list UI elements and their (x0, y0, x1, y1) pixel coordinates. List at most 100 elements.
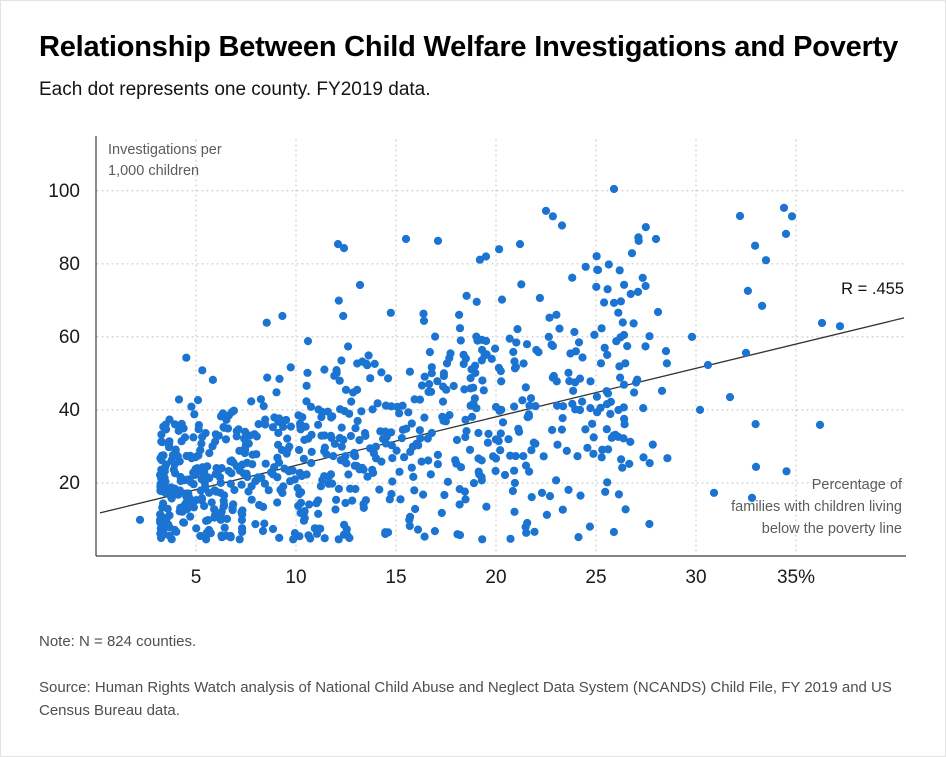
scatter-point (156, 454, 165, 463)
scatter-point (162, 513, 172, 522)
scatter-point (177, 419, 186, 428)
x-tick-label: 10 (285, 567, 306, 588)
scatter-point (609, 527, 619, 537)
scatter-point (589, 449, 598, 458)
scatter-point (515, 427, 524, 436)
scatter-point (275, 533, 284, 542)
scatter-point (564, 485, 573, 494)
scatter-point (304, 531, 313, 540)
scatter-point (558, 414, 567, 423)
scatter-point (548, 341, 558, 351)
scatter-point (498, 418, 508, 427)
scatter-point (629, 319, 638, 328)
scatter-point (219, 496, 228, 505)
scatter-point (359, 500, 368, 509)
scatter-point (202, 535, 211, 544)
scatter-point (487, 354, 496, 363)
scatter-point (445, 411, 454, 420)
scatter-point (524, 412, 534, 421)
scatter-point (331, 505, 340, 514)
scatter-point (171, 446, 180, 455)
scatter-point (562, 446, 571, 455)
scatter-point (465, 445, 475, 454)
scatter-point (521, 383, 530, 392)
scatter-point (229, 500, 238, 509)
scatter-point (159, 422, 168, 431)
scatter-point (491, 466, 500, 476)
scatter-point (438, 397, 448, 406)
scatter-point (206, 529, 215, 538)
scatter-point (260, 519, 269, 528)
scatter-point (735, 211, 745, 221)
scatter-point (568, 273, 577, 282)
scatter-point (167, 535, 176, 544)
scatter-point (557, 425, 567, 434)
scatter-point (200, 501, 209, 511)
scatter-point (438, 412, 447, 421)
scatter-point (606, 409, 615, 419)
scatter-point (163, 504, 172, 513)
scatter-point (513, 325, 522, 334)
scatter-point (316, 482, 325, 491)
scatter-point (532, 345, 541, 355)
scatter-point (332, 368, 341, 378)
scatter-point (617, 455, 626, 464)
scatter-point (256, 395, 265, 404)
scatter-point (396, 495, 405, 504)
scatter-point (553, 401, 562, 410)
scatter-point (372, 454, 381, 463)
scatter-point (373, 399, 382, 408)
scatter-point (253, 473, 262, 482)
scatter-point (439, 369, 448, 378)
scatter-point (663, 454, 672, 463)
scatter-point (165, 415, 174, 424)
scatter-point (510, 357, 519, 366)
scatter-point (574, 533, 583, 542)
scatter-point (535, 293, 545, 303)
scatter-point (782, 467, 791, 476)
scatter-point (474, 428, 483, 438)
scatter-point (466, 374, 475, 383)
scatter-point (508, 486, 517, 496)
scatter-point (585, 522, 595, 531)
scatter-point (158, 467, 168, 477)
scatter-point (461, 415, 470, 424)
note-text: Note: N = 824 counties. (39, 633, 197, 650)
scatter-point (491, 344, 500, 353)
scatter-point (527, 493, 536, 502)
scatter-point (205, 449, 214, 458)
scatter-point (379, 434, 388, 443)
scatter-point (557, 221, 567, 230)
scatter-point (290, 529, 299, 538)
scatter-point (282, 415, 291, 425)
scatter-point (297, 471, 306, 481)
scatter-point (491, 435, 500, 444)
scatter-point (174, 395, 184, 404)
scatter-point (344, 470, 353, 479)
scatter-point (558, 505, 567, 514)
scatter-point (478, 376, 487, 385)
scatter-point (455, 310, 464, 319)
scatter-point (351, 424, 360, 433)
scatter-point (455, 485, 464, 494)
scatter-point (346, 484, 355, 493)
scatter-point (522, 340, 532, 349)
scatter-point (288, 466, 297, 475)
scatter-point (274, 417, 283, 426)
scatter-point (405, 521, 414, 531)
scatter-point (545, 492, 555, 501)
scatter-point (282, 449, 291, 458)
scatter-point (273, 498, 282, 507)
scatter-point (349, 450, 358, 459)
scatter-point (260, 479, 269, 488)
scatter-point (606, 397, 616, 406)
scatter-point (202, 516, 211, 525)
scatter-point (211, 470, 220, 479)
scatter-point (337, 442, 346, 451)
scatter-point (634, 233, 643, 242)
scatter-point (392, 446, 401, 455)
scatter-point (603, 478, 612, 487)
scatter-point (350, 461, 359, 470)
scatter-point (426, 470, 435, 479)
scatter-point (328, 412, 337, 421)
